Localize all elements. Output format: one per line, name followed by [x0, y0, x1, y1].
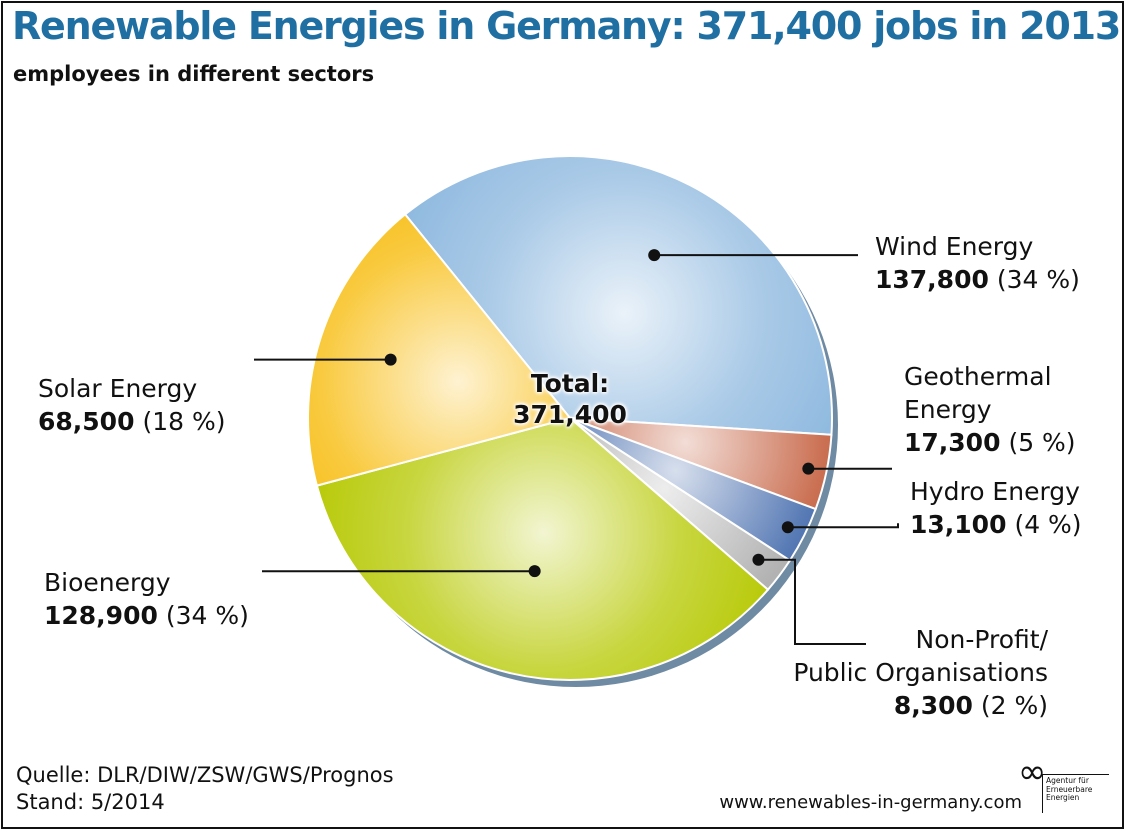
logo-text: Agentur für Erneuerbare Energien [1042, 774, 1109, 813]
website-url: www.renewables-in-germany.com [719, 792, 1022, 813]
label-bio: Bioenergy 128,900 (34 %) [44, 566, 249, 632]
label-wind: Wind Energy 137,800 (34 %) [875, 230, 1080, 296]
label-hydro: Hydro Energy 13,100 (4 %) [910, 475, 1082, 541]
label-solar-name: Solar Energy [38, 374, 198, 403]
total-label: Total: 371,400 [495, 368, 645, 430]
total-value: 371,400 [513, 400, 627, 429]
label-solar: Solar Energy 68,500 (18 %) [38, 372, 225, 438]
label-hydro-name: Hydro Energy [910, 477, 1080, 506]
chart-subtitle: employees in different sectors [13, 62, 375, 86]
logo-line-2: Erneuerbare [1046, 784, 1093, 794]
label-nonprofit-percent: (2 %) [980, 691, 1048, 720]
total-caption: Total: [530, 369, 610, 398]
label-geothermal-name-2: Energy [904, 395, 992, 424]
infinity-logo-icon: ∞ [1018, 752, 1047, 792]
label-hydro-value: 13,100 [910, 510, 1007, 539]
leader-dot-solar-energy [384, 353, 397, 366]
label-geothermal-name-1: Geothermal [904, 362, 1052, 391]
label-bio-name: Bioenergy [44, 568, 171, 597]
logo-line-3: Energien [1046, 793, 1080, 802]
label-geothermal: Geothermal Energy 17,300 (5 %) [904, 360, 1076, 459]
leader-dot-hydro-energy [781, 521, 794, 534]
pie-slice-bioenergy [315, 416, 770, 682]
pie-slice-solar-energy [307, 212, 572, 487]
label-geothermal-percent: (5 %) [1008, 428, 1076, 457]
pie-slice-wind-energy [403, 155, 833, 436]
leader-dot-non-profit-public-organisations [752, 553, 765, 566]
label-geothermal-value: 17,300 [904, 428, 1001, 457]
leader-dot-wind-energy [648, 249, 661, 262]
label-nonprofit: Non-Profit/ Public Organisations 8,300 (… [793, 623, 1048, 722]
agency-logo: ∞ Agentur für Erneuerbare Energien [1018, 752, 1110, 814]
label-bio-percent: (34 %) [165, 601, 249, 630]
leader-dot-bioenergy [528, 565, 541, 578]
leader-dot-geothermal-energy [802, 462, 815, 475]
label-nonprofit-value: 8,300 [893, 691, 973, 720]
leader-line-hydro-energy [787, 523, 899, 529]
source-text: Quelle: DLR/DIW/ZSW/GWS/Prognos [16, 763, 394, 787]
logo-line-1: Agentur für [1046, 776, 1089, 785]
label-wind-value: 137,800 [875, 265, 989, 294]
date-text: Stand: 5/2014 [16, 790, 165, 814]
label-hydro-percent: (4 %) [1014, 510, 1082, 539]
footer-source: Quelle: DLR/DIW/ZSW/GWS/Prognos Stand: 5… [16, 762, 394, 816]
label-bio-value: 128,900 [44, 601, 158, 630]
label-nonprofit-name-1: Non-Profit/ [915, 625, 1049, 654]
leader-line-non-profit-public-organisations [758, 558, 866, 645]
chart-title: Renewable Energies in Germany: 371,400 j… [12, 4, 1121, 48]
label-wind-percent: (34 %) [996, 265, 1080, 294]
label-solar-value: 68,500 [38, 407, 135, 436]
label-wind-name: Wind Energy [875, 232, 1034, 261]
label-nonprofit-name-2: Public Organisations [793, 658, 1048, 687]
label-solar-percent: (18 %) [142, 407, 226, 436]
